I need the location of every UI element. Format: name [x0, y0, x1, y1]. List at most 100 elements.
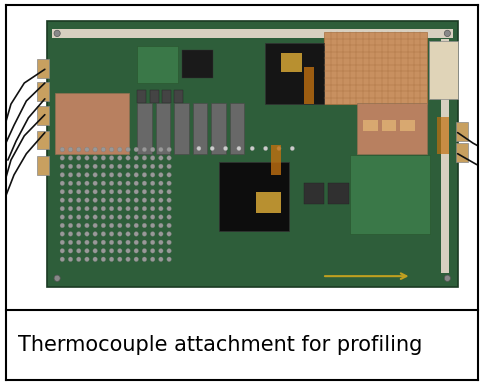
Circle shape — [60, 206, 64, 211]
Circle shape — [109, 248, 114, 253]
Bar — [271, 145, 281, 175]
Circle shape — [151, 181, 155, 186]
Circle shape — [126, 164, 130, 169]
Circle shape — [60, 172, 64, 177]
Circle shape — [151, 164, 155, 169]
Bar — [37, 59, 49, 78]
Circle shape — [93, 223, 97, 228]
Circle shape — [93, 206, 97, 211]
Circle shape — [76, 206, 81, 211]
Circle shape — [109, 206, 114, 211]
Circle shape — [93, 240, 97, 245]
Bar — [363, 120, 378, 131]
Circle shape — [237, 146, 241, 151]
Circle shape — [60, 198, 64, 203]
Circle shape — [167, 172, 171, 177]
Circle shape — [85, 215, 89, 219]
Circle shape — [134, 156, 138, 160]
Circle shape — [68, 172, 73, 177]
Circle shape — [60, 223, 64, 228]
Circle shape — [101, 189, 106, 194]
Circle shape — [118, 232, 122, 236]
Circle shape — [142, 257, 147, 261]
Bar — [174, 90, 183, 103]
Circle shape — [118, 181, 122, 186]
Bar — [174, 103, 189, 154]
Bar — [350, 155, 430, 234]
Bar — [137, 103, 151, 154]
Bar — [455, 143, 468, 162]
Circle shape — [224, 146, 227, 151]
Circle shape — [60, 156, 64, 160]
Circle shape — [126, 156, 130, 160]
Circle shape — [101, 172, 106, 177]
Bar — [162, 90, 171, 103]
Circle shape — [93, 189, 97, 194]
Circle shape — [134, 248, 138, 253]
Circle shape — [60, 232, 64, 236]
Bar — [400, 120, 414, 131]
Circle shape — [60, 164, 64, 169]
Circle shape — [109, 172, 114, 177]
Circle shape — [118, 223, 122, 228]
Circle shape — [85, 181, 89, 186]
Circle shape — [159, 164, 163, 169]
Circle shape — [101, 206, 106, 211]
Circle shape — [85, 156, 89, 160]
Circle shape — [159, 172, 163, 177]
Circle shape — [60, 181, 64, 186]
Circle shape — [60, 240, 64, 245]
Bar — [150, 90, 159, 103]
Circle shape — [126, 223, 130, 228]
Circle shape — [126, 232, 130, 236]
Circle shape — [101, 215, 106, 219]
Circle shape — [151, 156, 155, 160]
Circle shape — [142, 181, 147, 186]
Circle shape — [101, 223, 106, 228]
Circle shape — [167, 257, 171, 261]
Circle shape — [93, 232, 97, 236]
Circle shape — [159, 189, 163, 194]
Circle shape — [126, 172, 130, 177]
Circle shape — [159, 181, 163, 186]
Circle shape — [159, 240, 163, 245]
Bar — [455, 122, 468, 141]
Circle shape — [126, 181, 130, 186]
Circle shape — [85, 248, 89, 253]
Circle shape — [109, 164, 114, 169]
Circle shape — [159, 248, 163, 253]
Circle shape — [167, 206, 171, 211]
Circle shape — [85, 189, 89, 194]
Circle shape — [68, 164, 73, 169]
Circle shape — [159, 215, 163, 219]
Circle shape — [118, 147, 122, 152]
Circle shape — [76, 215, 81, 219]
Circle shape — [76, 198, 81, 203]
Circle shape — [68, 257, 73, 261]
Circle shape — [167, 189, 171, 194]
Circle shape — [159, 223, 163, 228]
Circle shape — [151, 189, 155, 194]
Circle shape — [134, 172, 138, 177]
Circle shape — [76, 147, 81, 152]
Circle shape — [142, 232, 147, 236]
Circle shape — [85, 206, 89, 211]
Circle shape — [54, 275, 60, 281]
Circle shape — [109, 156, 114, 160]
Circle shape — [93, 257, 97, 261]
Circle shape — [60, 215, 64, 219]
Bar — [182, 50, 213, 78]
Circle shape — [85, 172, 89, 177]
Circle shape — [142, 215, 147, 219]
Circle shape — [197, 146, 201, 151]
Bar — [324, 32, 427, 104]
Circle shape — [142, 198, 147, 203]
Circle shape — [159, 198, 163, 203]
Circle shape — [444, 275, 451, 281]
Bar — [37, 106, 49, 125]
Circle shape — [76, 240, 81, 245]
Circle shape — [126, 257, 130, 261]
Circle shape — [68, 248, 73, 253]
Circle shape — [85, 223, 89, 228]
Circle shape — [85, 147, 89, 152]
